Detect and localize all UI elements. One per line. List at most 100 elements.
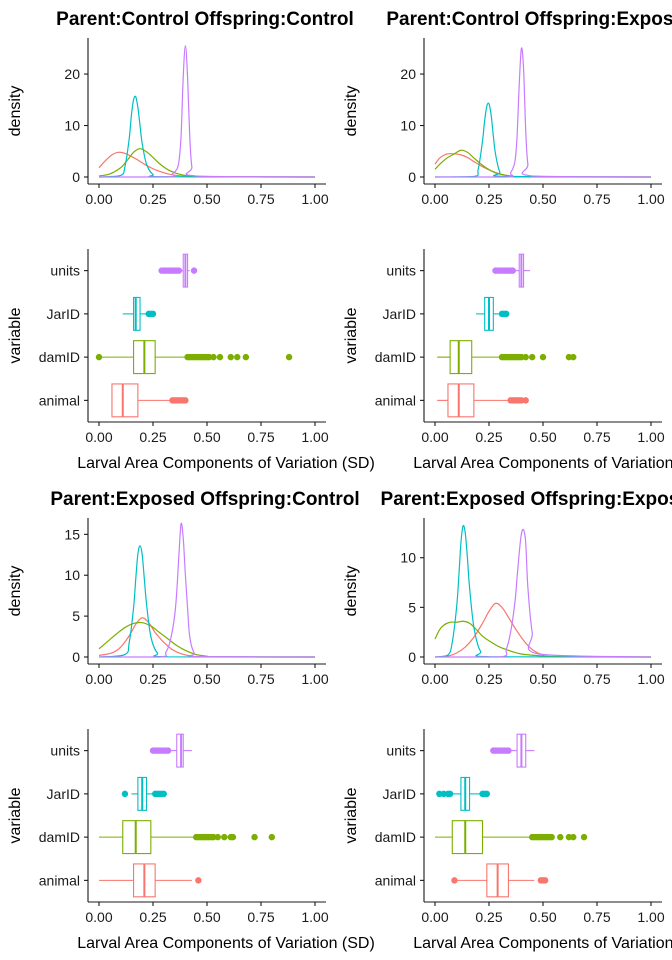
density-line-animal [98,151,316,178]
outlier-point [451,877,458,884]
outlier-point [210,353,217,361]
density-line-damID [434,149,652,178]
x-tick-label: 0.00 [421,191,448,207]
outlier-point [268,833,275,841]
x-tick-label: 0.50 [529,429,556,445]
x-tick-label: 0.00 [85,191,112,207]
x-tick-label: 0.50 [529,191,556,207]
y-tick-label: 0 [408,649,416,665]
outlier-point [229,833,237,841]
y-axis-label: variable [343,307,360,363]
y-axis-label: density [7,86,24,137]
box-iqr [451,820,484,855]
outlier-point [227,353,234,361]
density-line-units [99,522,316,658]
y-tick-label: units [386,743,416,759]
y-tick-label: JarID [383,786,416,802]
outlier-point [557,833,564,841]
x-tick-label: 1.00 [301,671,328,687]
box-animal [451,863,549,898]
y-tick-label: 10 [64,118,80,134]
y-axis-label: variable [7,307,24,363]
x-tick-label: 0.50 [529,909,556,925]
density-line-units [435,528,652,658]
density-line-animal [434,153,652,178]
box-JarID [476,296,510,331]
panel-3: 0.00 0.25 0.50 0.75 1.00 variable units JarID da… [343,249,665,445]
y-tick-label: animal [375,872,416,888]
x-tick-label: 0.25 [139,671,166,687]
x-tick-label: 0.75 [583,191,610,207]
x-axis-label: Larval Area Components of Variation (SD) [413,935,672,952]
outlier-point [182,397,189,404]
y-tick-label: 5 [72,608,80,624]
x-tick-label: 1.00 [637,429,664,445]
density-line-damID [98,148,316,178]
x-tick-label: 0.00 [85,671,112,687]
panel-0: 0.00 0.25 0.50 0.75 1.00 density 0 10 20 [7,38,329,207]
x-tick-label: 1.00 [637,671,664,687]
y-axis-label: density [7,566,24,617]
y-tick-label: 5 [408,599,416,615]
chart-title: Parent:Exposed Offspring:Control [50,489,359,510]
chart-title: Parent:Exposed Offspring:Exposed [381,489,672,510]
outlier-point [195,877,202,884]
y-tick-label: damID [39,349,80,365]
outlier-point [446,790,454,798]
box-iqr [122,820,152,855]
box-JarID [436,776,491,811]
x-tick-label: 1.00 [637,909,664,925]
density-line-JarID [434,524,652,658]
outlier-point [175,267,183,274]
y-tick-label: animal [39,392,80,408]
outlier-point [539,353,547,361]
density-line-JarID [98,545,316,658]
x-tick-label: 0.50 [193,429,220,445]
y-tick-label: 10 [400,550,416,566]
x-tick-label: 1.00 [301,909,328,925]
y-tick-label: damID [39,829,80,845]
x-tick-label: 1.00 [301,429,328,445]
chart-title: Parent:Control Offspring:Exposed [386,9,672,30]
y-tick-label: animal [375,392,416,408]
box-units [492,253,531,288]
x-tick-label: 0.75 [247,671,274,687]
outlier-point [483,790,491,798]
x-tick-label: 0.00 [421,909,448,925]
outlier-point [149,310,157,318]
x-tick-label: 0.75 [583,429,610,445]
outlier-point [548,833,555,841]
panel-2: 0.00 0.25 0.50 0.75 1.00 variable units JarID da… [7,249,329,445]
y-tick-label: units [50,743,80,759]
x-tick-label: 0.25 [139,909,166,925]
x-tick-label: 0.50 [529,671,556,687]
outlier-point [522,353,529,361]
outlier-point [529,353,536,361]
density-line-JarID [434,102,652,178]
density-line-damID [434,620,652,658]
y-tick-label: damID [375,829,416,845]
panel-7: 0.00 0.25 0.50 0.75 1.00 variable units JarID da… [343,729,665,925]
outlier-point [522,397,529,404]
box-iqr [449,340,473,375]
x-axis-label: Larval Area Components of Variation (SD) [413,455,672,472]
outlier-point [570,833,577,841]
outlier-point [95,353,103,361]
y-tick-label: 0 [408,169,416,185]
box-iqr [447,383,475,418]
outlier-point [190,267,198,274]
x-tick-label: 1.00 [637,191,664,207]
outlier-point [509,267,516,274]
box-damID [95,340,293,375]
outlier-point [541,877,549,884]
x-tick-label: 0.25 [139,191,166,207]
density-line-units [434,47,652,178]
box-damID [435,820,588,855]
y-tick-label: 0 [72,649,80,665]
box-JarID [121,776,167,811]
outlier-point [505,747,512,754]
x-tick-label: 0.00 [421,429,448,445]
box-damID [99,820,275,855]
x-tick-label: 0.75 [583,671,610,687]
